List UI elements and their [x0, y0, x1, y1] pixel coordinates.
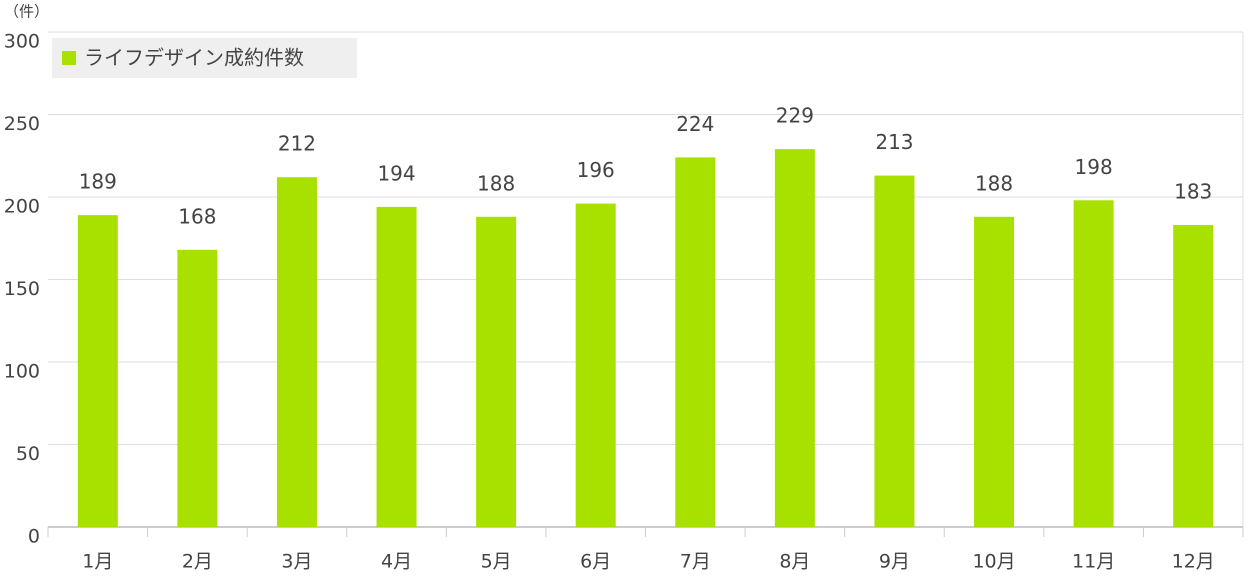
x-tick-label: 11月 — [1072, 551, 1115, 573]
data-label: 229 — [776, 104, 814, 128]
legend-label: ライフデザイン成約件数 — [84, 46, 304, 70]
y-tick-label: 100 — [4, 361, 40, 383]
bar — [276, 177, 317, 527]
data-label: 189 — [79, 170, 117, 194]
bar — [376, 206, 417, 527]
bar — [675, 157, 716, 527]
x-tick-label: 4月 — [381, 551, 412, 573]
y-tick-label: 150 — [4, 278, 40, 300]
data-label: 183 — [1174, 180, 1212, 204]
bar — [77, 215, 118, 527]
x-tick-label: 1月 — [82, 551, 113, 573]
y-tick-label: 0 — [28, 526, 40, 548]
bar — [774, 149, 815, 527]
bar — [1173, 225, 1214, 528]
bar — [974, 216, 1015, 528]
bar — [1073, 200, 1114, 528]
x-tick-label: 3月 — [281, 551, 312, 573]
y-tick-label: 250 — [4, 113, 40, 135]
x-tick-label: 12月 — [1172, 551, 1215, 573]
data-label: 196 — [577, 158, 615, 182]
data-label: 213 — [875, 130, 913, 154]
data-label: 188 — [477, 171, 515, 195]
y-tick-label: 50 — [16, 443, 40, 465]
data-label: 224 — [676, 112, 714, 136]
data-label: 188 — [975, 171, 1013, 195]
bar — [476, 216, 517, 528]
data-label: 212 — [278, 132, 316, 156]
y-axis-label: （件） — [4, 3, 49, 21]
data-label: 198 — [1075, 155, 1113, 179]
data-label: 194 — [377, 161, 415, 185]
x-tick-label: 7月 — [680, 551, 711, 573]
bar — [575, 203, 616, 527]
x-tick-label: 10月 — [972, 551, 1015, 573]
bar — [874, 175, 915, 528]
data-label: 168 — [178, 204, 216, 228]
y-tick-label: 300 — [4, 31, 40, 53]
x-tick-label: 9月 — [879, 551, 910, 573]
legend-box — [52, 38, 357, 78]
x-tick-label: 5月 — [481, 551, 512, 573]
legend-swatch — [62, 51, 76, 65]
y-tick-label: 200 — [4, 196, 40, 218]
x-tick-label: 8月 — [779, 551, 810, 573]
bar — [177, 249, 218, 528]
x-tick-label: 6月 — [580, 551, 611, 573]
x-tick-label: 2月 — [182, 551, 213, 573]
